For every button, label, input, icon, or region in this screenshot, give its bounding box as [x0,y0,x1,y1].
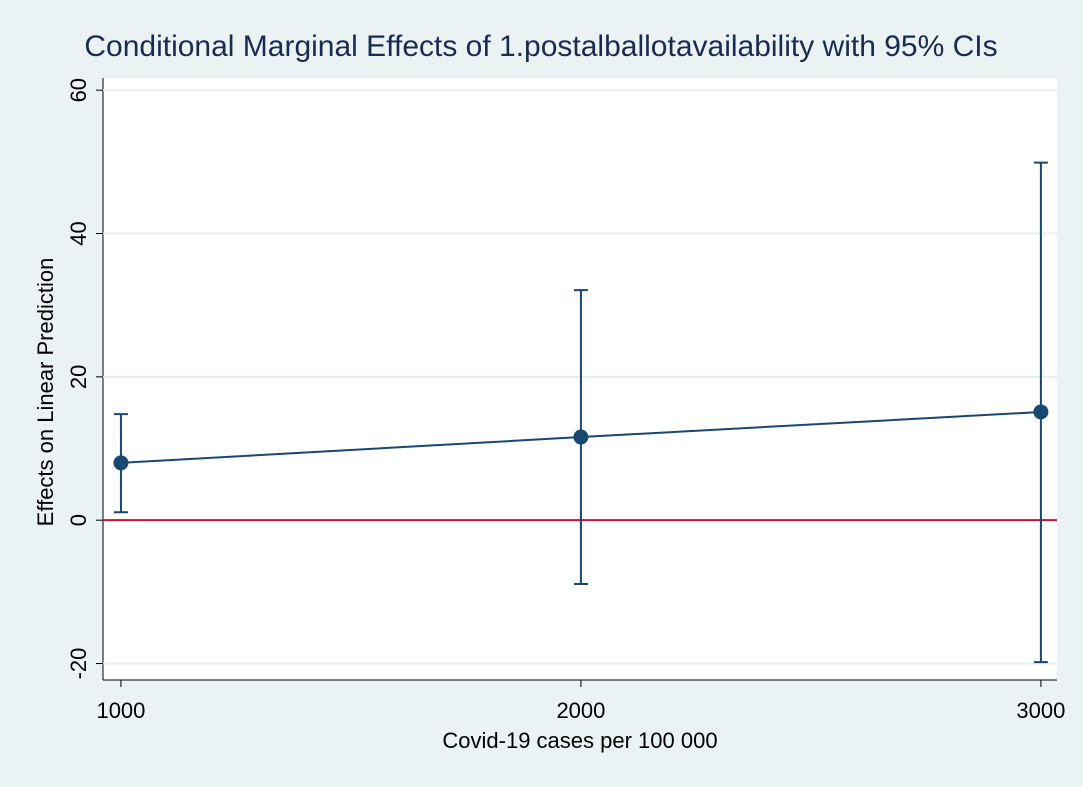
chart-title: Conditional Marginal Effects of 1.postal… [84,30,997,63]
y-tick-label: 40 [66,221,91,245]
x-tick-label: 3000 [1016,698,1065,723]
y-axis-label: Effects on Linear Prediction [33,258,58,527]
x-tick-label: 1000 [96,698,145,723]
x-axis-label: Covid-19 cases per 100 000 [442,728,717,753]
point [113,455,129,471]
y-tick-label: 60 [66,78,91,102]
y-tick-label: 20 [66,365,91,389]
y-tick-label: -20 [66,648,91,680]
x-tick-label: 2000 [556,698,605,723]
y-tick-label: 0 [66,514,91,526]
point [573,429,589,445]
point [1033,404,1049,420]
